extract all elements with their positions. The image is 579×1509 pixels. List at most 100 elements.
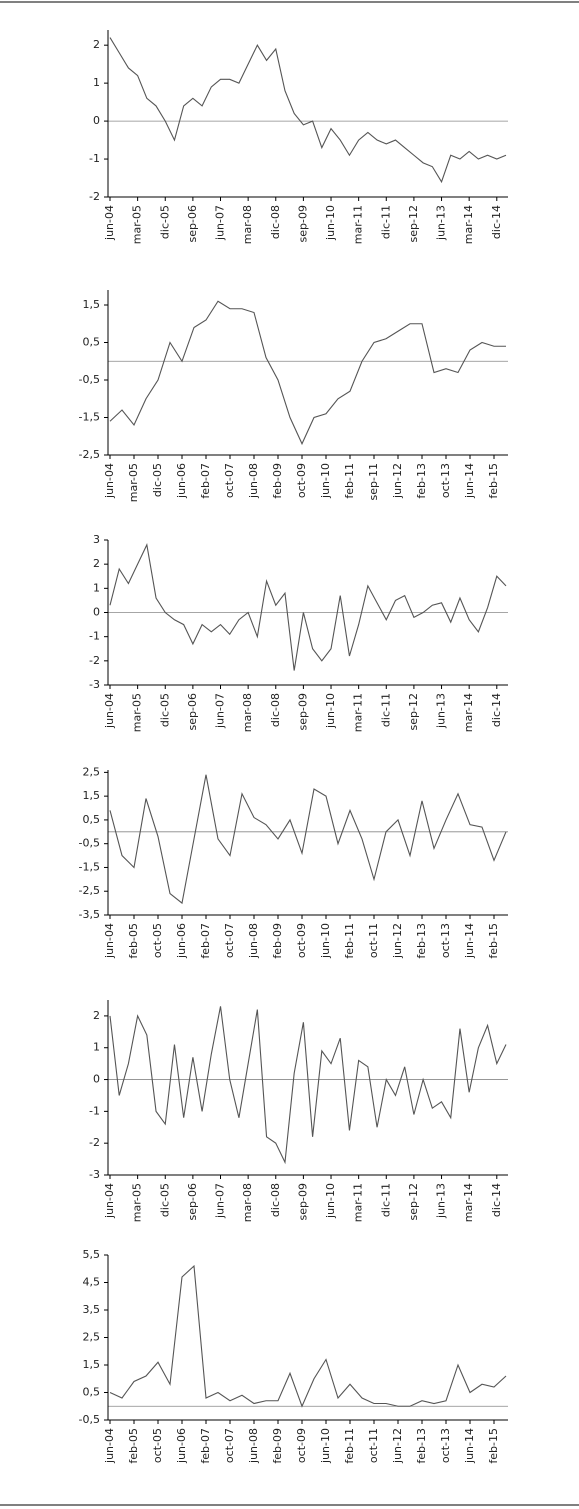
x-tick-label: oct-05 [151,923,164,958]
series-line [109,300,506,446]
x-tick-label: jun-10 [324,205,337,241]
x-tick-label: feb-13 [415,1428,428,1464]
x-tick-label: dic-11 [379,1183,392,1217]
x-tick-label: jun-14 [463,463,476,499]
x-tick-label: oct-07 [223,923,236,958]
x-tick-label: jun-12 [391,463,404,499]
x-tick-label: oct-13 [439,1428,452,1463]
x-tick-label: mar-05 [131,1183,144,1222]
y-tick-label: -3 [89,1168,100,1181]
x-tick-label: jun-10 [324,1183,337,1219]
x-tick-label: jun-07 [214,1183,227,1219]
x-tick-label: jun-12 [391,1428,404,1464]
x-tick-label: feb-07 [199,1428,212,1464]
x-tick-label: feb-07 [199,923,212,959]
x-tick-label: jun-10 [319,923,332,959]
y-tick-label: -0,5 [79,1413,100,1426]
y-tick-label: -2 [89,1136,100,1149]
y-tick-label: 2 [93,1009,100,1022]
x-tick-label: jun-04 [103,923,116,959]
x-tick-label: mar-14 [462,693,475,732]
y-tick-label: 1 [93,76,100,89]
y-tick-label: -2 [89,190,100,203]
x-tick-label: mar-05 [127,463,140,502]
x-tick-label: jun-06 [175,923,188,959]
y-tick-label: -2,5 [79,884,100,897]
y-tick-label: 0,5 [83,1386,101,1399]
x-tick-label: dic-11 [379,693,392,727]
x-tick-label: oct-09 [295,1428,308,1463]
y-tick-label: 0,5 [83,813,101,826]
x-tick-label: dic-14 [490,1183,503,1217]
x-tick-label: oct-07 [223,463,236,498]
y-tick-label: 0 [93,1073,100,1086]
x-tick-label: dic-05 [158,693,171,727]
x-tick-label: dic-05 [158,1183,171,1217]
x-tick-label: oct-05 [151,1428,164,1463]
x-tick-label: feb-05 [127,1428,140,1464]
y-tick-label: 1,5 [83,1358,101,1371]
x-tick-label: sep-06 [186,693,199,730]
x-tick-label: dic-14 [490,205,503,239]
y-tick-label: -1 [89,152,100,165]
y-tick-label: 0 [93,606,100,619]
x-tick-label: feb-09 [271,463,284,499]
y-tick-label: 0,5 [83,336,101,349]
series-line [109,543,507,671]
y-tick-label: -0,5 [79,373,100,386]
x-tick-label: jun-08 [247,1428,260,1464]
x-tick-label: sep-12 [407,205,420,242]
x-tick-label: oct-11 [367,923,380,958]
y-tick-label: -1,5 [79,411,100,424]
x-tick-label: feb-09 [271,923,284,959]
y-tick-label: 1,5 [83,298,101,311]
y-tick-label: 2 [93,557,100,570]
x-tick-label: feb-15 [487,463,500,499]
x-tick-label: jun-13 [435,205,448,241]
x-tick-label: mar-05 [131,205,144,244]
x-tick-label: feb-09 [271,1428,284,1464]
x-tick-label: feb-13 [415,463,428,499]
x-tick-label: sep-11 [367,463,380,500]
x-tick-label: sep-12 [407,693,420,730]
y-tick-label: -1 [89,1104,100,1117]
y-tick-label: 2,5 [83,765,101,778]
x-tick-label: jun-13 [435,1183,448,1219]
y-tick-label: 1 [93,1041,100,1054]
x-tick-label: mar-14 [462,205,475,244]
x-tick-label: oct-07 [223,1428,236,1463]
x-tick-label: jun-07 [214,205,227,241]
x-tick-label: sep-06 [186,205,199,242]
x-tick-label: jun-07 [214,693,227,729]
y-tick-label: 4,5 [83,1276,101,1289]
y-tick-label: -1,5 [79,860,100,873]
x-tick-label: mar-11 [352,693,365,732]
x-tick-label: sep-09 [296,1183,309,1220]
x-tick-label: jun-04 [103,463,116,499]
x-tick-label: jun-12 [391,923,404,959]
y-tick-label: 0 [93,114,100,127]
y-tick-label: 1,5 [83,789,101,802]
x-tick-label: jun-10 [319,1428,332,1464]
x-tick-label: feb-05 [127,923,140,959]
y-tick-label: -0,5 [79,837,100,850]
x-tick-label: oct-11 [367,1428,380,1463]
y-tick-label: -3 [89,678,100,691]
y-tick-label: 1 [93,581,100,594]
x-tick-label: mar-11 [352,1183,365,1222]
x-tick-label: dic-08 [269,693,282,727]
x-tick-label: oct-13 [439,463,452,498]
x-tick-label: mar-08 [241,205,254,244]
x-tick-label: feb-11 [343,1428,356,1464]
x-tick-label: sep-09 [296,693,309,730]
series-line [109,774,507,905]
series-line [109,1264,507,1408]
x-tick-label: mar-11 [352,205,365,244]
y-tick-label: 2,5 [83,1331,101,1344]
y-tick-label: 3,5 [83,1303,101,1316]
series-line [109,1006,507,1165]
y-tick-label: -2 [89,654,100,667]
y-tick-label: -2,5 [79,448,100,461]
x-tick-label: jun-06 [175,463,188,499]
